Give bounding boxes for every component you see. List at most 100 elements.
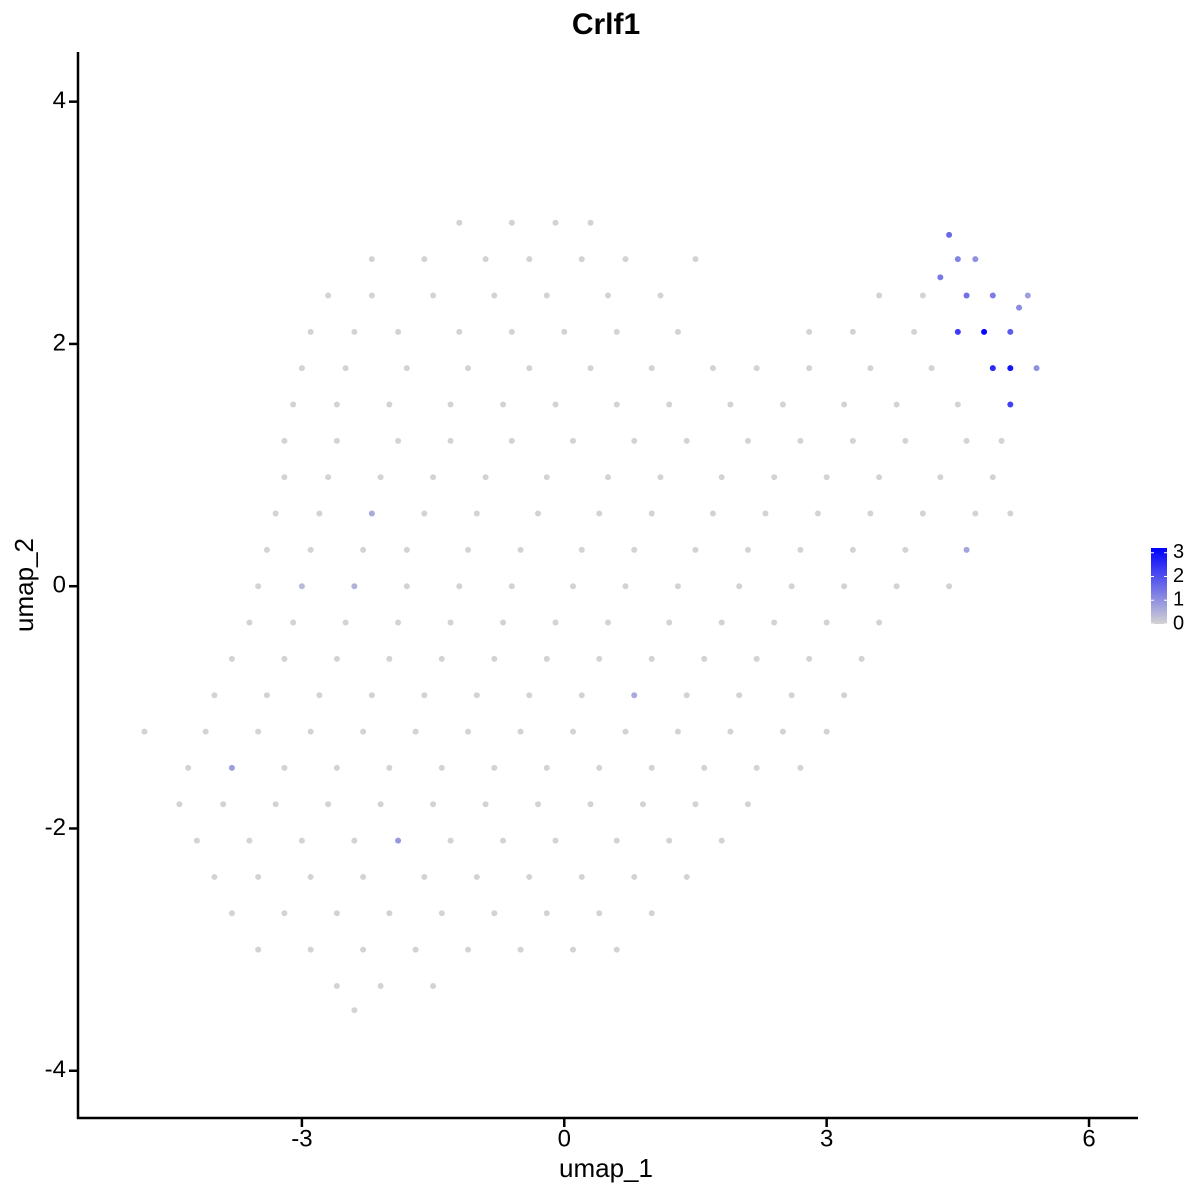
point: [368, 510, 375, 517]
point: [508, 219, 515, 226]
point: [631, 873, 638, 880]
point: [552, 837, 559, 844]
point: [683, 873, 690, 880]
point: [185, 764, 192, 771]
point: [491, 764, 498, 771]
point: [307, 946, 314, 953]
point: [333, 437, 340, 444]
chart-title: Crlf1: [572, 8, 640, 41]
legend-label: 2: [1173, 565, 1184, 587]
point: [911, 328, 918, 335]
point: [1007, 365, 1014, 372]
point: [272, 510, 279, 517]
point: [946, 231, 953, 238]
point: [395, 619, 402, 626]
point: [395, 837, 402, 844]
point: [255, 583, 262, 590]
point: [744, 437, 751, 444]
point: [517, 946, 524, 953]
point: [526, 256, 533, 263]
point: [718, 837, 725, 844]
point: [648, 510, 655, 517]
point: [465, 365, 472, 372]
point: [491, 655, 498, 662]
y-tick-label: 2: [53, 329, 66, 356]
point: [228, 910, 235, 917]
point: [360, 546, 367, 553]
point: [779, 401, 786, 408]
point: [325, 801, 332, 808]
point: [316, 510, 323, 517]
point: [360, 728, 367, 735]
point: [202, 728, 209, 735]
point: [281, 474, 288, 481]
y-tick-label: 4: [53, 87, 66, 114]
point: [596, 655, 603, 662]
point: [613, 401, 620, 408]
point: [526, 365, 533, 372]
point: [587, 365, 594, 372]
point: [622, 728, 629, 735]
point: [736, 583, 743, 590]
point: [246, 619, 253, 626]
point: [596, 510, 603, 517]
point: [797, 764, 804, 771]
point: [535, 801, 542, 808]
point: [797, 546, 804, 553]
point: [954, 328, 961, 335]
point: [543, 292, 550, 299]
point: [823, 728, 830, 735]
point: [368, 256, 375, 263]
point: [298, 837, 305, 844]
point: [718, 474, 725, 481]
point: [744, 546, 751, 553]
point: [946, 583, 953, 590]
point: [325, 292, 332, 299]
point: [307, 873, 314, 880]
point: [430, 292, 437, 299]
point: [255, 873, 262, 880]
point: [666, 401, 673, 408]
point: [351, 328, 358, 335]
point: [718, 619, 725, 626]
point: [771, 474, 778, 481]
point: [220, 801, 227, 808]
point: [333, 764, 340, 771]
point: [683, 692, 690, 699]
legend-label: 3: [1173, 541, 1184, 563]
point: [648, 655, 655, 662]
point: [893, 583, 900, 590]
point: [342, 365, 349, 372]
point: [989, 365, 996, 372]
point: [779, 728, 786, 735]
point: [395, 328, 402, 335]
point: [648, 910, 655, 917]
point: [753, 655, 760, 662]
point: [403, 365, 410, 372]
point: [963, 546, 970, 553]
point: [316, 692, 323, 699]
point: [447, 619, 454, 626]
point: [919, 292, 926, 299]
point: [648, 764, 655, 771]
point: [211, 692, 218, 699]
x-tick-label: 3: [820, 1125, 833, 1152]
point: [333, 982, 340, 989]
point: [841, 692, 848, 699]
point: [526, 873, 533, 880]
point: [491, 910, 498, 917]
point: [639, 801, 646, 808]
point: [482, 801, 489, 808]
point: [500, 837, 507, 844]
point: [281, 655, 288, 662]
point: [421, 692, 428, 699]
point: [473, 692, 480, 699]
point: [876, 619, 883, 626]
point: [570, 437, 577, 444]
point: [788, 692, 795, 699]
point: [605, 474, 611, 481]
point: [500, 401, 507, 408]
point: [500, 619, 507, 626]
point: [622, 583, 629, 590]
